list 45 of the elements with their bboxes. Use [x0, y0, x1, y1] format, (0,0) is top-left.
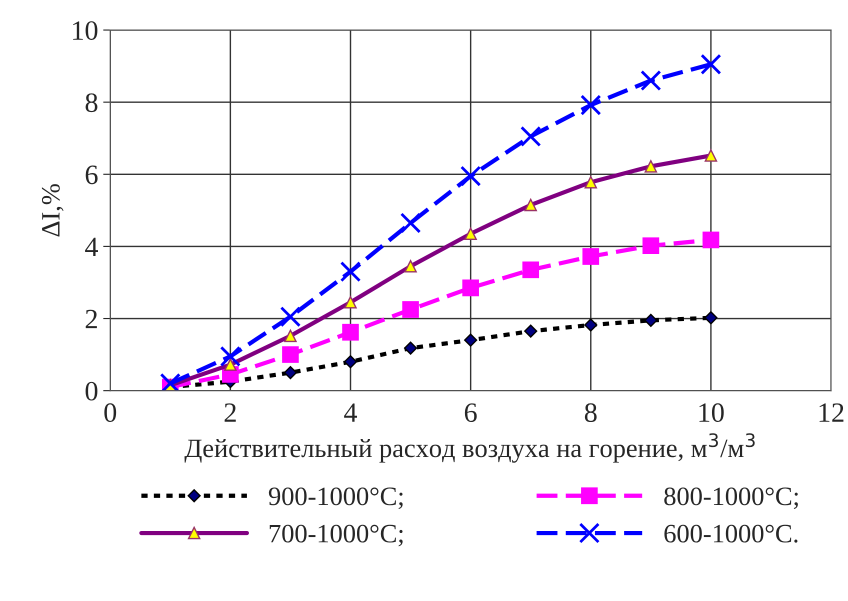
x-tick-label: 10	[699, 403, 724, 422]
point	[702, 232, 720, 248]
x-tick-label: 2	[224, 403, 236, 422]
point	[284, 366, 298, 380]
point	[160, 373, 181, 391]
point	[700, 54, 722, 75]
y-tick-label: 6	[86, 166, 98, 184]
x-tick-label: 6	[464, 403, 477, 422]
point	[524, 324, 538, 338]
point	[280, 306, 301, 328]
point	[402, 301, 419, 318]
point	[404, 342, 418, 355]
x-tick-label: 4	[344, 403, 358, 422]
point	[460, 166, 482, 187]
point	[400, 212, 421, 234]
point	[522, 262, 540, 278]
y-tick-label: 4	[85, 238, 98, 256]
point	[282, 346, 299, 363]
y-tick-label: 2	[86, 310, 97, 328]
point	[644, 314, 658, 327]
point	[340, 261, 361, 282]
point	[464, 334, 478, 347]
y-tick-label: 0	[86, 382, 98, 401]
point	[580, 94, 602, 116]
point	[342, 324, 359, 341]
legend-label: 900-1000°C;	[268, 487, 403, 510]
point	[704, 311, 718, 324]
x-tick-label: 12	[820, 403, 844, 422]
y-tick-label: 8	[86, 93, 98, 112]
y-tick-label: 10	[73, 21, 98, 40]
point	[520, 126, 542, 147]
legend-label: 600-1000°C.	[664, 524, 798, 543]
point	[344, 355, 358, 368]
legend-label: 700-1000°C;	[270, 524, 403, 546]
point	[220, 346, 241, 367]
point	[582, 248, 600, 265]
x-axis-title: Действительный расход воздуха на горение, м$^{3}$/м$^{3}$	[184, 433, 755, 463]
y-axis-title: ΔI,%	[42, 184, 64, 237]
point	[462, 280, 479, 296]
legend-label: 800-1000°C;	[664, 487, 798, 510]
x-tick-label: 8	[584, 403, 597, 422]
point	[584, 318, 598, 332]
point	[642, 237, 660, 254]
x-tick-label: 0	[104, 403, 116, 422]
point	[640, 70, 662, 91]
